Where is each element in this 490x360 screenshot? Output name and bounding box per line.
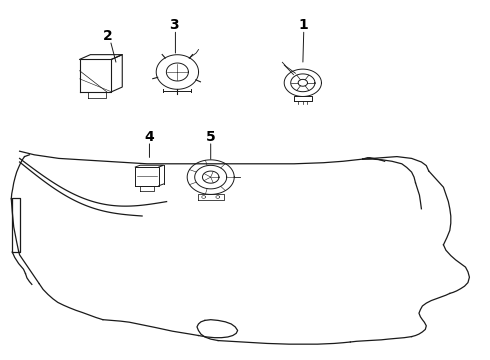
Text: 1: 1 xyxy=(299,18,309,32)
Text: 5: 5 xyxy=(206,130,216,144)
Text: 3: 3 xyxy=(169,18,179,32)
Text: 2: 2 xyxy=(103,29,113,43)
Text: 4: 4 xyxy=(145,130,154,144)
